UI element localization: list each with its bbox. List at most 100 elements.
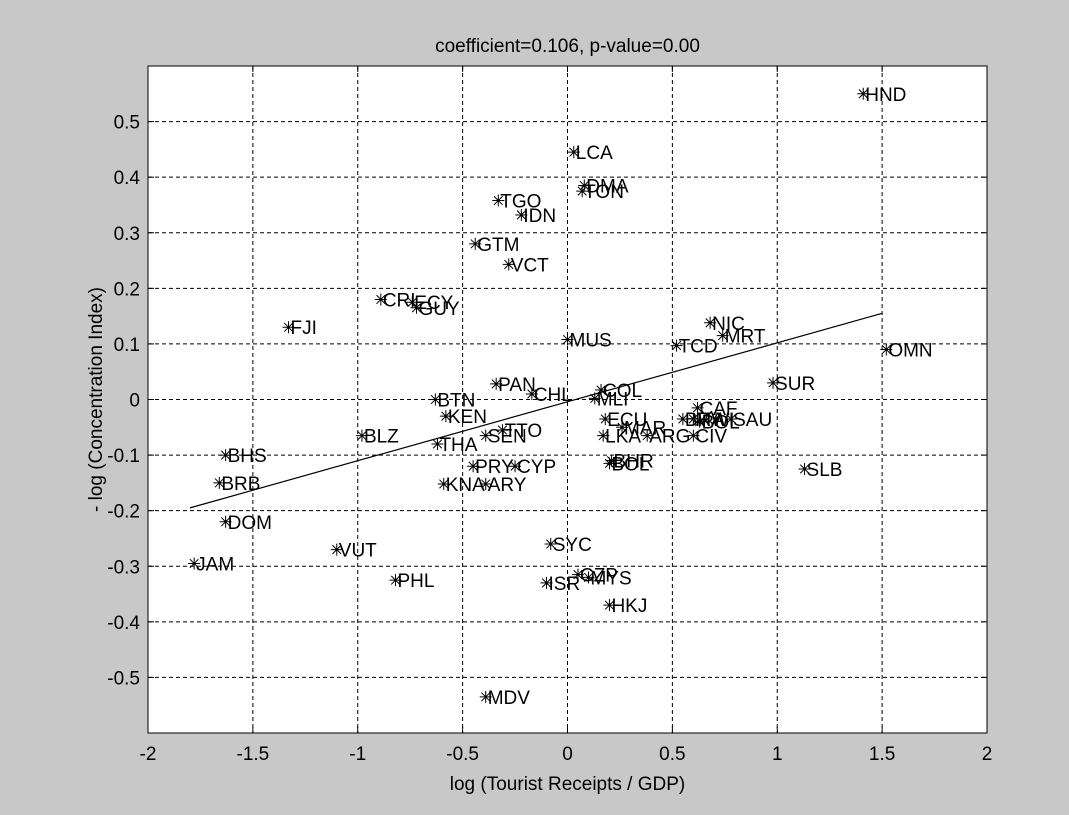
point-label: BOL <box>611 454 649 475</box>
asterisk-marker <box>188 557 201 570</box>
point-label: CIV <box>695 427 727 448</box>
asterisk-marker <box>798 462 811 475</box>
point-label: ISR <box>549 574 581 595</box>
asterisk-marker <box>578 179 591 192</box>
asterisk-marker <box>492 194 505 207</box>
data-point: ARY <box>479 475 527 496</box>
point-label: PAN <box>498 375 536 396</box>
data-point: FJI <box>282 318 317 339</box>
y-tick-label: -0.2 <box>107 502 140 523</box>
point-label: BRB <box>221 474 260 495</box>
data-point: PHL <box>389 571 434 592</box>
data-point: ECY <box>406 293 454 314</box>
point-label: MDV <box>488 688 531 709</box>
asterisk-marker <box>603 599 616 612</box>
point-label: HND <box>865 85 906 106</box>
asterisk-marker <box>389 574 402 587</box>
asterisk-marker <box>544 538 557 551</box>
asterisk-marker <box>571 568 584 581</box>
point-label: JAM <box>196 554 234 575</box>
point-label: CYP <box>517 457 556 478</box>
data-point: COL <box>595 381 642 402</box>
data-point: MYS <box>582 568 632 589</box>
point-label: LCA <box>576 143 613 164</box>
data-point: HND <box>857 85 906 106</box>
data-point: DMA <box>578 177 629 198</box>
asterisk-marker <box>576 185 589 198</box>
asterisk-marker <box>509 460 522 473</box>
asterisk-marker <box>616 421 629 434</box>
asterisk-marker <box>540 576 553 589</box>
data-point: MDV <box>479 688 531 709</box>
data-point: GTM <box>469 235 519 256</box>
point-label: VCT <box>511 255 549 276</box>
data-point: SEN <box>479 427 527 448</box>
asterisk-marker <box>597 429 610 442</box>
point-label: GUY <box>418 299 460 320</box>
data-point: ECU <box>599 410 647 431</box>
data-point: SAU <box>725 410 772 431</box>
point-label: ECU <box>607 410 647 431</box>
asterisk-marker <box>641 429 654 442</box>
asterisk-marker <box>479 477 492 490</box>
asterisk-marker <box>490 377 503 390</box>
asterisk-marker <box>693 415 706 428</box>
data-point: MUS <box>561 330 612 351</box>
point-label: OMN <box>888 340 932 361</box>
regression-line-group <box>189 312 883 509</box>
asterisk-marker <box>588 392 601 405</box>
data-point: JAM <box>188 554 234 575</box>
point-label: IDN <box>523 206 556 227</box>
y-tick-label: 0.5 <box>114 113 140 134</box>
asterisk-marker <box>687 429 700 442</box>
data-point: HKJ <box>603 596 647 617</box>
data-point: MWI <box>687 410 734 431</box>
x-tick-label: 1 <box>772 744 783 765</box>
data-point: LKA <box>597 427 641 448</box>
asterisk-marker <box>502 258 515 271</box>
asterisk-marker <box>567 146 580 159</box>
y-tick-label: -0.3 <box>107 557 140 578</box>
point-label: GTM <box>477 235 519 256</box>
point-label: CHL <box>534 385 572 406</box>
point-label: KEN <box>448 407 487 428</box>
asterisk-marker <box>330 543 343 556</box>
asterisk-marker <box>355 429 368 442</box>
data-point: KEN <box>439 407 487 428</box>
data-point: THA <box>431 435 478 456</box>
point-label: ARG <box>649 427 690 448</box>
point-label: MUS <box>570 330 612 351</box>
point-label: SLB <box>807 460 843 481</box>
y-tick-label: 0.4 <box>114 168 141 189</box>
data-point: VUT <box>330 541 377 562</box>
data-point: BRB <box>213 474 260 495</box>
y-tick-label: 0.2 <box>114 279 140 300</box>
y-tick-label: -0.5 <box>107 668 140 689</box>
y-tick-label: 0.3 <box>114 224 140 245</box>
x-tick-label: 2 <box>982 744 993 765</box>
y-axis-label: - log (Concentration Index) <box>86 287 107 512</box>
asterisk-marker <box>406 296 419 309</box>
asterisk-marker <box>479 429 492 442</box>
data-point: BLZ <box>355 427 399 448</box>
asterisk-marker <box>880 343 893 356</box>
data-point: GUY <box>410 299 460 320</box>
point-label: TGO <box>500 192 541 213</box>
asterisk-marker <box>469 237 482 250</box>
point-label: BTN <box>437 391 475 412</box>
chart-title: coefficient=0.106, p-value=0.00 <box>435 36 700 57</box>
data-point: TCD <box>670 337 718 358</box>
data-point: CZP <box>571 566 618 587</box>
point-label: VUT <box>339 541 377 562</box>
data-point: SLB <box>798 460 843 481</box>
point-label: MRT <box>725 327 766 348</box>
data-point: PRY <box>467 457 514 478</box>
data-point: PAN <box>490 375 536 396</box>
asterisk-marker <box>704 316 717 329</box>
data-point: BTN <box>429 391 475 412</box>
point-label: MYS <box>590 568 631 589</box>
data-point: BHS <box>219 446 267 467</box>
y-tick-label: 0 <box>129 391 140 412</box>
